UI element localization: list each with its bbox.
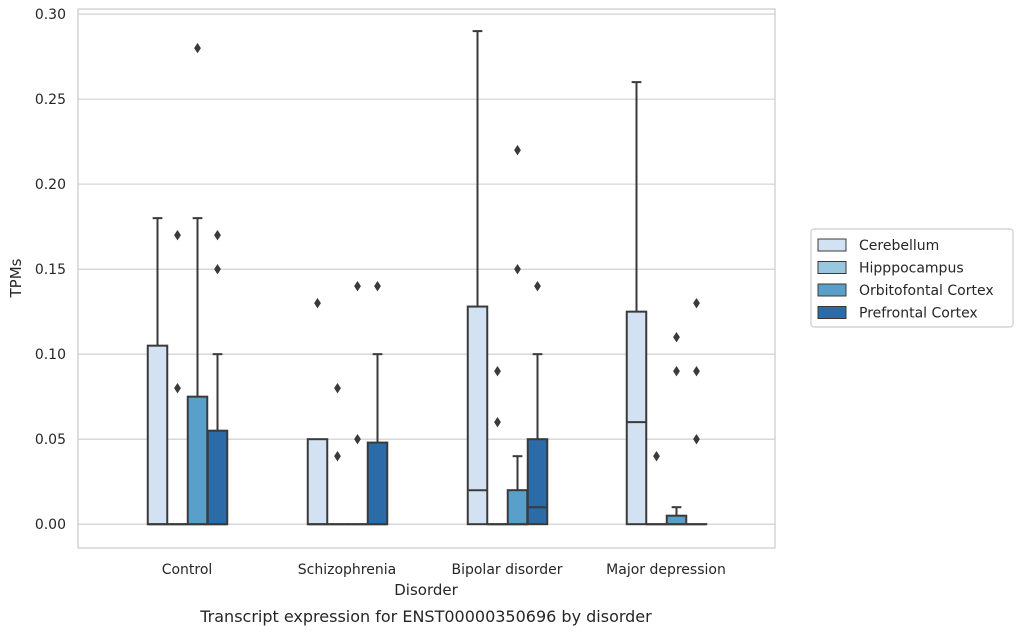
box-2-2: [506, 144, 529, 526]
outlier-point: [174, 382, 181, 394]
outlier-point: [693, 365, 700, 377]
legend-label: Orbitofontal Cortex: [859, 283, 994, 299]
box-3-3: [685, 297, 708, 526]
box-2-3: [665, 331, 688, 526]
outlier-point: [214, 263, 221, 275]
outlier-point: [494, 365, 501, 377]
iqr-box: [146, 344, 169, 526]
outlier-point: [334, 450, 341, 462]
grid-layer: [78, 13, 775, 525]
iqr-box: [665, 514, 688, 526]
outlier-point: [673, 331, 680, 343]
outlier-point: [514, 263, 521, 275]
box-2-1: [346, 280, 369, 526]
y-axis-label: TPMs: [7, 258, 25, 298]
box-0-2: [466, 30, 489, 526]
iqr-box: [186, 395, 209, 526]
x-axis-label: Disorder: [394, 581, 458, 599]
y-tick-label: 0.10: [35, 347, 66, 363]
outlier-point: [354, 433, 361, 445]
y-tick-label: 0.30: [35, 7, 66, 23]
boxes-layer: [146, 30, 708, 526]
box-1-0: [166, 229, 189, 526]
box-1-1: [326, 382, 349, 526]
outlier-point: [214, 229, 221, 241]
legend-label: Hipppocampus: [859, 261, 964, 277]
legend-swatch: [817, 283, 847, 297]
box-0-0: [146, 217, 169, 526]
iqr-box: [366, 441, 389, 526]
box-0-1: [306, 297, 329, 526]
legend-swatch: [817, 238, 847, 252]
outlier-point: [653, 450, 660, 462]
box-3-2: [526, 280, 549, 526]
outlier-point: [693, 297, 700, 309]
iqr-box: [625, 310, 648, 526]
iqr-box: [526, 438, 549, 526]
box-1-2: [486, 365, 509, 526]
legend: Cerebellum Hipppocampus Orbitofontal Corte…: [810, 228, 1014, 328]
chart-caption: Transcript expression for ENST0000035069…: [199, 607, 652, 626]
legend-swatch: [817, 261, 847, 274]
outlier-point: [174, 229, 181, 241]
legend-label: Prefrontal Cortex: [859, 306, 978, 322]
outlier-point: [693, 433, 700, 445]
legend-swatch: [817, 306, 847, 319]
x-tick-label: Control: [162, 562, 213, 578]
box-0-3: [625, 81, 648, 526]
y-tick-label: 0.15: [35, 262, 66, 278]
iqr-box: [466, 305, 489, 526]
x-tick-label: Major depression: [606, 562, 726, 578]
y-tick-label: 0.25: [35, 92, 66, 108]
box-3-1: [366, 280, 389, 526]
iqr-box: [306, 438, 329, 526]
outlier-point: [314, 297, 321, 309]
outlier-point: [354, 280, 361, 292]
outlier-point: [374, 280, 381, 292]
box-1-3: [645, 450, 668, 526]
y-tick-label: 0.20: [35, 177, 66, 193]
outlier-point: [514, 144, 521, 156]
outlier-point: [194, 42, 201, 54]
outlier-point: [494, 416, 501, 428]
plot-frame: [77, 8, 776, 549]
ticks-layer: 0.00 0.05 0.10 0.15 0.20 0.25 0.30 Control Schiz…: [35, 7, 726, 578]
outlier-point: [534, 280, 541, 292]
box-2-0: [186, 42, 209, 526]
y-tick-label: 0.05: [35, 432, 66, 448]
outlier-point: [334, 382, 341, 394]
x-tick-label: Schizophrenia: [298, 562, 396, 578]
legend-label: Cerebellum: [859, 238, 939, 254]
x-tick-label: Bipolar disorder: [451, 562, 562, 578]
box-3-0: [206, 229, 229, 526]
y-tick-label: 0.00: [35, 517, 66, 533]
legend-frame: [810, 228, 1014, 328]
iqr-box: [506, 489, 529, 526]
iqr-box: [206, 429, 229, 526]
outlier-point: [673, 365, 680, 377]
